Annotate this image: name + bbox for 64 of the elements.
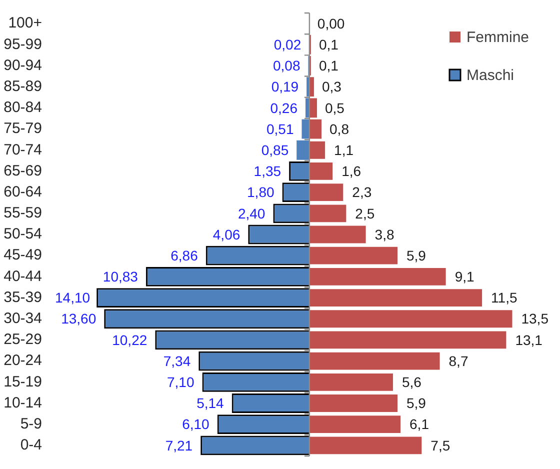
annotation: 0,02 (274, 36, 302, 52)
y-tick-label: 70-74 (4, 141, 42, 158)
y-tick-label: 75-79 (4, 120, 42, 138)
data-label: 0,3 (322, 78, 342, 95)
annotation: 7,10 (167, 374, 194, 390)
y-tick-label: 60-64 (4, 183, 42, 200)
legend-label: Femmine (466, 29, 530, 46)
y-tick-label: 0-4 (20, 436, 42, 454)
annotation: 0,26 (270, 100, 298, 116)
annotation: 7,34 (163, 352, 191, 369)
data-label: 8,7 (448, 352, 468, 369)
y-tick-label: 100+ (8, 14, 42, 32)
y-tick-label: 80-84 (4, 99, 42, 116)
y-tick-label: 15-19 (4, 373, 42, 390)
y-tick-label: 25-29 (4, 331, 42, 348)
annotation: 5,14 (196, 395, 224, 412)
y-tick-label: 5-9 (20, 416, 42, 432)
y-tick-label: 30-34 (4, 310, 42, 328)
annotation: 13,60 (61, 310, 96, 327)
annotation: 14,10 (55, 290, 90, 306)
data-label: 9,1 (454, 268, 474, 285)
annotation: 2,40 (238, 205, 266, 222)
data-label: 1,6 (342, 163, 362, 180)
annotation: 6,86 (170, 247, 198, 264)
y-tick-label: 65-69 (4, 162, 42, 180)
annotation: 1,35 (254, 163, 282, 180)
data-label: 13,5 (521, 310, 549, 327)
data-label: 6,1 (410, 416, 430, 432)
data-label: 0,1 (318, 36, 339, 52)
data-label: 0,8 (330, 120, 350, 137)
y-tick-label: 45-49 (4, 246, 42, 264)
data-label: 2,3 (352, 184, 372, 200)
data-label: 0,5 (324, 100, 345, 116)
annotation: 0,85 (261, 142, 289, 158)
annotation: 7,21 (165, 437, 193, 454)
y-tick-label: 20-24 (4, 352, 42, 370)
data-label: 5,9 (406, 247, 426, 264)
annotation: 10,22 (112, 332, 148, 348)
data-label: 0,1 (318, 58, 339, 74)
data-label: 1,1 (334, 142, 354, 158)
data-label: 5,9 (406, 395, 426, 412)
y-tick-label: 35-39 (4, 288, 42, 306)
data-label: 7,5 (430, 437, 450, 454)
y-tick-label: 55-59 (4, 204, 42, 222)
data-label: 13,1 (515, 332, 543, 348)
annotation: 4,06 (212, 226, 240, 242)
y-tick-label: 40-44 (4, 268, 42, 285)
data-label: 11,5 (491, 290, 518, 306)
annotation: 1,80 (247, 184, 274, 200)
y-tick-label: 50-54 (4, 226, 42, 243)
annotation: 0,08 (272, 58, 300, 74)
annotation: 6,10 (182, 416, 210, 432)
data-label: 3,8 (374, 226, 394, 242)
annotation: 0,51 (266, 120, 294, 137)
y-tick-label: 85-89 (4, 78, 42, 95)
data-label: 0,00 (317, 15, 345, 32)
annotation: 0,19 (271, 78, 299, 95)
y-tick-label: 95-99 (4, 36, 42, 53)
legend-label: Maschi (466, 67, 514, 84)
annotation: 10,83 (102, 268, 138, 285)
y-tick-label: 10-14 (4, 394, 42, 412)
data-label: 2,5 (355, 205, 375, 222)
y-tick-label: 90-94 (4, 56, 42, 74)
data-label: 5,6 (402, 374, 422, 390)
